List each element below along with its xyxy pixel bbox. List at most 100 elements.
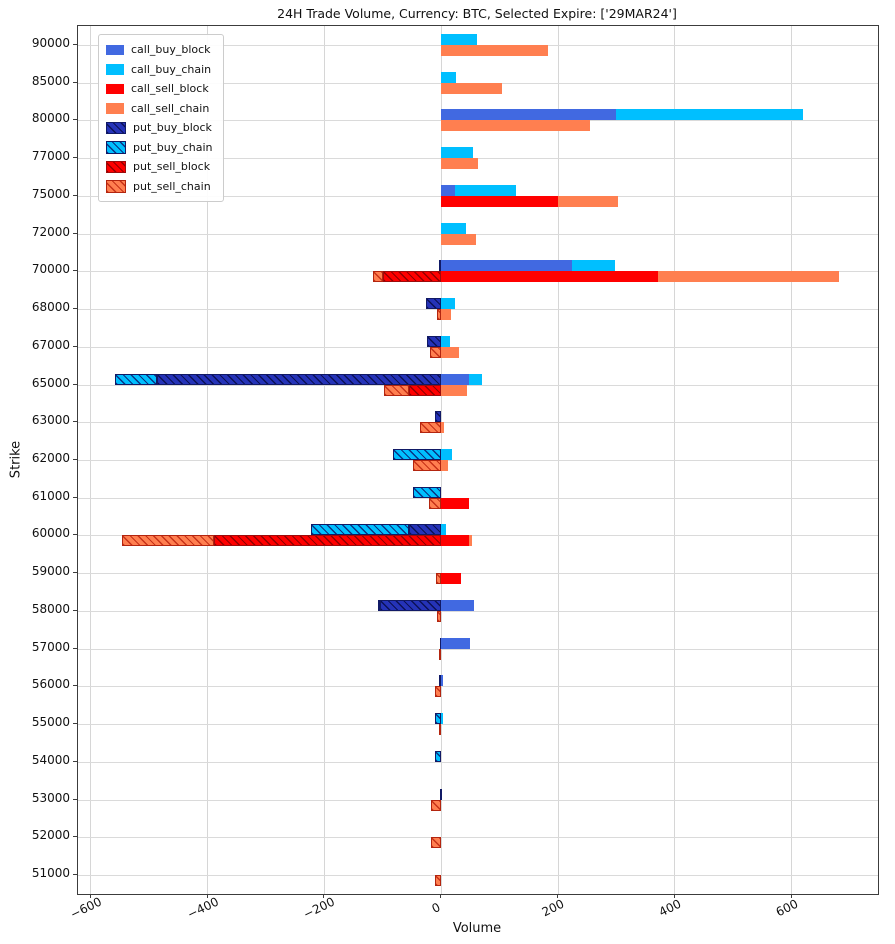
y-tick-label: 67000	[31, 337, 70, 352]
bar-line	[78, 346, 878, 358]
bar-70000-call_sell_block	[441, 271, 658, 283]
bar-line	[78, 524, 878, 536]
y-tick	[73, 572, 77, 574]
bar-59000-put_sell_chain	[435, 573, 442, 585]
bar-57000-call_buy_block	[441, 637, 471, 649]
bar-67000-call_sell_chain	[441, 346, 460, 358]
bar-line	[78, 837, 878, 849]
bar-line	[78, 686, 878, 698]
y-gridline	[78, 233, 878, 235]
bar-68000-put_buy_block	[426, 298, 442, 310]
legend: call_buy_block call_buy_chain call_sell_bl…	[98, 34, 224, 202]
y-tick-label: 59000	[31, 564, 70, 579]
y-tick	[73, 836, 77, 838]
legend-entry-put_sell_block: put_sell_block	[106, 157, 213, 177]
bar-line	[78, 750, 878, 762]
legend-entry-put_buy_chain: put_buy_chain	[106, 138, 213, 158]
bar-55000-put_sell_chain	[438, 724, 442, 736]
bar-68000-put_sell_chain	[436, 309, 442, 321]
x-axis-label: Volume	[452, 921, 502, 936]
y-tick	[73, 383, 77, 385]
bar-58000-put_sell_chain	[436, 610, 442, 622]
y-tick	[73, 874, 77, 876]
legend-swatch-call_buy_chain	[106, 64, 124, 75]
legend-entry-call_buy_chain: call_buy_chain	[106, 60, 213, 80]
bar-line	[78, 422, 878, 434]
strike-row-75000	[78, 177, 878, 215]
chart-title: 24H Trade Volume, Currency: BTC, Selecte…	[277, 6, 677, 21]
y-gridline	[78, 686, 878, 688]
strike-row-65000	[78, 366, 878, 404]
bar-65000-call_sell_chain	[441, 384, 468, 396]
bar-58000-put_buy_chain	[377, 599, 381, 611]
y-gridline	[78, 158, 878, 160]
legend-label: call_sell_chain	[131, 101, 210, 115]
y-tick-label: 53000	[31, 790, 70, 805]
y-tick-label: 51000	[31, 866, 70, 881]
bar-line	[78, 71, 878, 83]
y-tick	[73, 157, 77, 159]
bar-line	[78, 158, 878, 170]
bar-57000-put_sell_chain	[438, 648, 442, 660]
x-tick	[323, 894, 325, 898]
bar-85000-call_buy_chain	[441, 71, 456, 83]
strike-row-55000	[78, 705, 878, 743]
y-tick-label: 75000	[31, 186, 70, 201]
strike-row-60000	[78, 517, 878, 555]
bar-77000-call_buy_chain	[441, 147, 474, 159]
bar-61000-put_sell_chain	[428, 497, 442, 509]
y-tick	[73, 43, 77, 45]
bar-70000-put_sell_block	[382, 271, 442, 283]
x-tick	[790, 894, 792, 898]
y-tick	[73, 308, 77, 310]
x-tick	[89, 894, 91, 898]
bar-line	[78, 411, 878, 423]
bar-70000-call_buy_chain	[572, 260, 616, 272]
y-tick	[73, 270, 77, 272]
bar-68000-call_sell_chain	[441, 309, 451, 321]
strike-row-70000	[78, 252, 878, 290]
legend-label: put_buy_block	[133, 121, 212, 135]
bar-51000-put_sell_chain	[435, 875, 442, 887]
strike-row-53000	[78, 781, 878, 819]
y-gridline	[78, 346, 878, 348]
bar-63000-put_sell_chain	[420, 422, 442, 434]
bar-line	[78, 535, 878, 547]
y-tick	[73, 496, 77, 498]
bar-line	[78, 724, 878, 736]
y-tick	[73, 232, 77, 234]
bar-line	[78, 573, 878, 585]
y-tick-label: 80000	[31, 111, 70, 126]
bar-line	[78, 309, 878, 321]
strike-row-68000	[78, 290, 878, 328]
bar-90000-call_buy_chain	[441, 33, 477, 45]
bar-line	[78, 222, 878, 234]
bar-60000-put_sell_block	[214, 535, 442, 547]
bar-80000-call_buy_chain	[616, 109, 804, 121]
x-tick	[206, 894, 208, 898]
legend-entry-call_sell_chain: call_sell_chain	[106, 99, 213, 119]
strike-row-77000	[78, 139, 878, 177]
strike-row-85000	[78, 64, 878, 102]
y-gridline	[78, 724, 878, 726]
legend-entry-call_sell_block: call_sell_block	[106, 79, 213, 99]
x-tick	[557, 894, 558, 898]
legend-swatch-put_sell_block	[106, 160, 126, 173]
legend-entry-put_buy_block: put_buy_block	[106, 118, 213, 138]
y-gridline	[78, 648, 878, 650]
bar-line	[78, 120, 878, 132]
bar-68000-call_buy_chain	[441, 298, 456, 310]
y-tick	[73, 81, 77, 83]
strike-row-54000	[78, 743, 878, 781]
bar-75000-call_buy_chain	[455, 184, 516, 196]
bar-line	[78, 109, 878, 121]
legend-entry-call_buy_block: call_buy_block	[106, 40, 213, 60]
bar-line	[78, 610, 878, 622]
bar-75000-call_sell_block	[441, 195, 558, 207]
y-tick-label: 58000	[31, 601, 70, 616]
bar-line	[78, 271, 878, 283]
bar-60000-put_sell_chain	[121, 535, 215, 547]
strike-row-72000	[78, 215, 878, 253]
bar-line	[78, 486, 878, 498]
bar-line	[78, 799, 878, 811]
